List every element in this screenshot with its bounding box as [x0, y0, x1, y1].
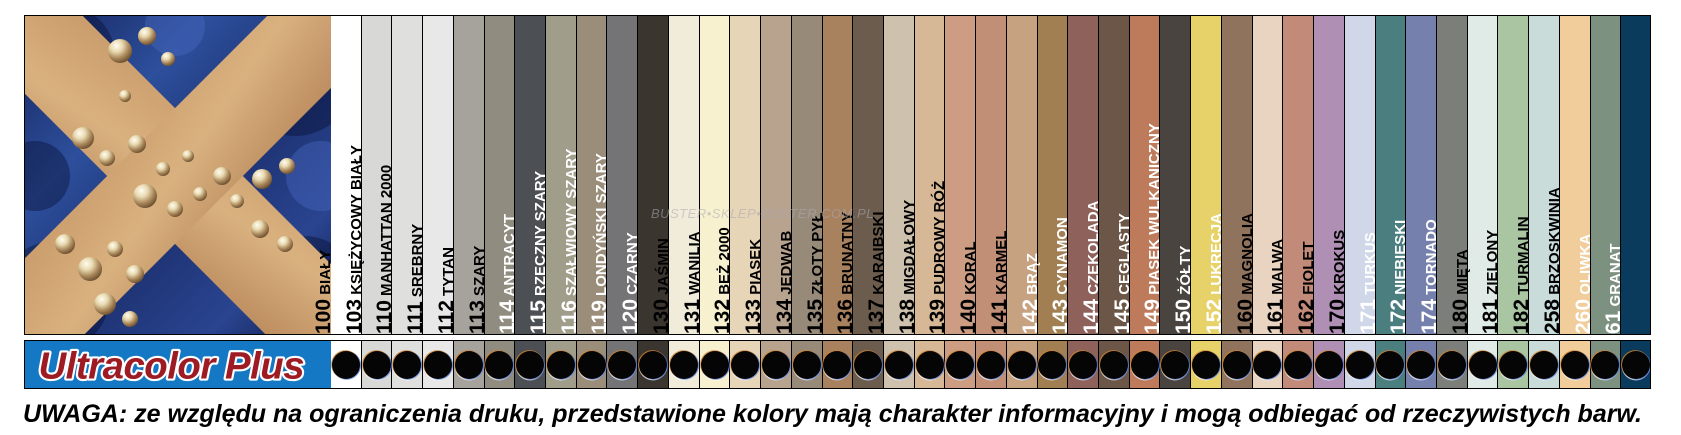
- svg-text:Ultracolor Plus: Ultracolor Plus: [38, 344, 304, 387]
